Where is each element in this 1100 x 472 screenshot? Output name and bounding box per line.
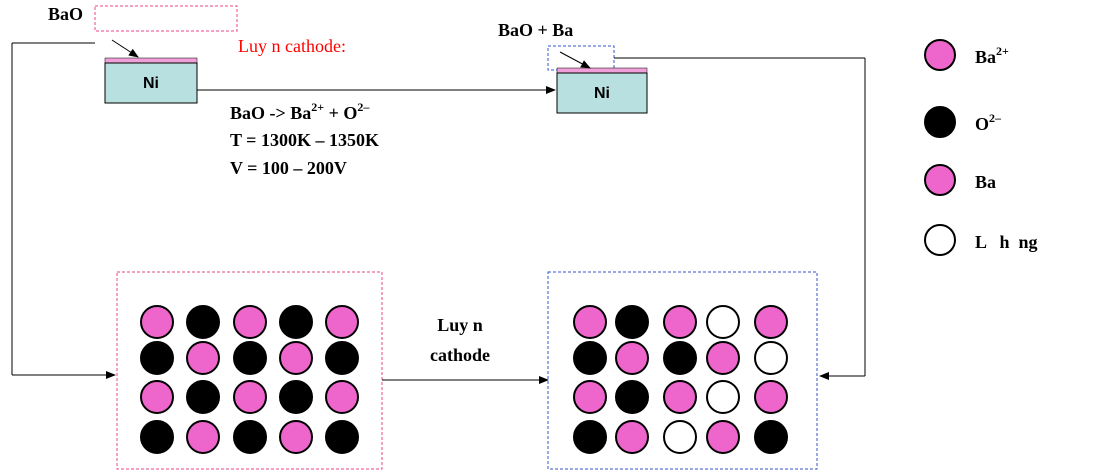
atom — [187, 381, 219, 413]
voltage: V = 100 – 200V — [230, 158, 347, 178]
atom — [574, 381, 606, 413]
text-part: + O — [324, 103, 357, 123]
arrow-label: Luy n — [437, 315, 483, 335]
dashed-box — [95, 6, 237, 31]
legend-swatch — [925, 225, 955, 255]
pointer — [560, 52, 590, 68]
atom — [616, 306, 648, 338]
atom — [234, 342, 266, 374]
atom — [234, 306, 266, 338]
atom — [141, 421, 173, 453]
superscript: 2– — [357, 100, 370, 114]
atom — [755, 421, 787, 453]
temperature: T = 1300K – 1350K — [230, 130, 379, 150]
atom — [280, 342, 312, 374]
bao-ba-label: BaO + Ba — [498, 20, 573, 40]
pointer — [112, 40, 138, 57]
text-part: BaO -> Ba — [230, 103, 311, 123]
atom — [234, 381, 266, 413]
legend-label: L h ng — [975, 232, 1038, 252]
atom — [616, 342, 648, 374]
atom — [326, 306, 358, 338]
atom — [616, 421, 648, 453]
atom — [326, 381, 358, 413]
atom — [187, 421, 219, 453]
legend-label: Ba2+ — [975, 44, 1009, 67]
atom — [664, 342, 696, 374]
atom — [707, 342, 739, 374]
legend-label: O2– — [975, 111, 1002, 134]
legend: Ba2+O2–BaL h ng — [925, 40, 1038, 255]
reaction: BaO -> Ba2+ + O2– — [230, 100, 370, 123]
atom — [755, 306, 787, 338]
process-title: Luy n cathode: — [238, 36, 346, 56]
atom — [141, 342, 173, 374]
oxide-layer — [557, 68, 647, 73]
atom — [707, 421, 739, 453]
legend-swatch — [925, 107, 955, 137]
text-part: Ba — [975, 47, 996, 67]
superscript: 2– — [989, 111, 1002, 125]
atom — [707, 306, 739, 338]
atom — [616, 381, 648, 413]
legend-swatch — [925, 165, 955, 195]
arrow-label: cathode — [430, 345, 490, 365]
superscript: 2+ — [996, 44, 1009, 58]
bao-label: BaO — [48, 4, 83, 24]
legend-label: Ba — [975, 172, 996, 192]
atom — [664, 381, 696, 413]
atom — [755, 381, 787, 413]
atom — [574, 421, 606, 453]
text-part: L h ng — [975, 232, 1038, 252]
text-part: Ba — [975, 172, 996, 192]
ni-label: Ni — [594, 85, 610, 102]
ni-label: Ni — [143, 75, 159, 92]
dashed-box — [548, 46, 614, 70]
atom — [280, 421, 312, 453]
superscript: 2+ — [311, 100, 324, 114]
atom — [141, 306, 173, 338]
text-part: O — [975, 114, 989, 134]
legend-swatch — [925, 40, 955, 70]
oxide-layer — [105, 58, 197, 63]
atom — [187, 342, 219, 374]
atom — [141, 381, 173, 413]
atom — [187, 306, 219, 338]
atom — [574, 342, 606, 374]
atom — [755, 342, 787, 374]
atom — [280, 381, 312, 413]
diagram: BaO Ni Luy n cathode: BaO -> Ba2+ + O2– … — [0, 0, 1100, 472]
atom — [280, 306, 312, 338]
atom — [574, 306, 606, 338]
atom — [664, 421, 696, 453]
atom — [664, 306, 696, 338]
atom — [234, 421, 266, 453]
atom — [326, 421, 358, 453]
atom — [326, 342, 358, 374]
atom — [707, 381, 739, 413]
